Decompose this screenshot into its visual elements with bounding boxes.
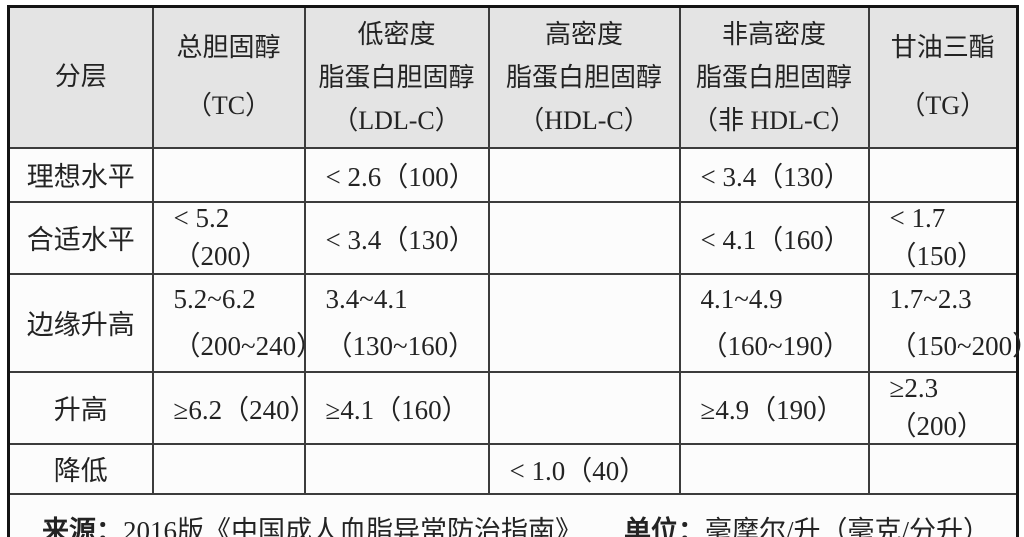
row-label: 理想水平	[7, 146, 154, 203]
cell-ideal-tc	[151, 146, 306, 203]
range-value-mg: （150~200）	[889, 330, 1024, 361]
header-cell-hdl: 高密度 脂蛋白胆固醇 （HDL-C）	[487, 5, 681, 149]
range-value-mg: （130~160）	[325, 330, 476, 361]
header-abbrev: （LDL-C）	[332, 105, 461, 135]
header-abbrev: （HDL-C）	[518, 105, 650, 135]
cell-elevated-hdl	[487, 370, 681, 445]
cell-elevated-tg: ≥2.3（200）	[867, 370, 1019, 445]
unit-text: 毫摩尔/升（毫克/分升）	[705, 516, 991, 537]
cell-decreased-tg	[867, 442, 1019, 495]
table-row-elevated: 升高 ≥6.2（240） ≥4.1（160） ≥4.9（190） ≥2.3（20…	[7, 370, 1019, 445]
header-label: 脂蛋白胆固醇	[505, 62, 662, 92]
table-row-decreased: 降低 < 1.0（40）	[7, 442, 1019, 495]
cell-suitable-tc: < 5.2（200）	[151, 200, 306, 275]
cell-ideal-hdl	[487, 146, 681, 203]
cell-suitable-hdl	[487, 200, 681, 275]
cell-borderline-ldl: 3.4~4.1 （130~160）	[303, 272, 490, 373]
lipid-stratification-table: 分层 总胆固醇 （TC） 低密度 脂蛋白胆固醇 （LDL-C） 高密度 脂蛋白胆…	[7, 5, 1024, 537]
cell-borderline-tg: 1.7~2.3 （150~200）	[867, 272, 1024, 373]
header-label: 脂蛋白胆固醇	[695, 62, 852, 92]
range-value-mg: （200~240）	[173, 330, 324, 361]
range-value: 5.2~6.2	[173, 283, 256, 314]
row-label: 降低	[7, 442, 154, 495]
range-value: 3.4~4.1	[325, 283, 408, 314]
unit-label: 单位：	[624, 516, 705, 537]
header-label: 甘油三酯	[890, 33, 995, 63]
table-footer-row: 来源：2016版《中国成人血脂异常防治指南》 单位：毫摩尔/升（毫克/分升）	[7, 492, 1019, 537]
cell-elevated-ldl: ≥4.1（160）	[303, 370, 490, 445]
cell-suitable-tg: < 1.7（150）	[867, 200, 1019, 275]
header-label: 分层	[54, 62, 107, 92]
cell-borderline-nonhdl: 4.1~4.9 （160~190）	[678, 272, 870, 373]
header-label: 高密度	[544, 19, 623, 49]
range-value-mg: （160~190）	[700, 330, 851, 361]
header-label: 总胆固醇	[176, 33, 281, 63]
row-label: 边缘升高	[7, 272, 154, 373]
header-label: 低密度	[357, 19, 436, 49]
cell-decreased-nonhdl	[678, 442, 870, 495]
header-label: 非高密度	[721, 19, 826, 49]
table-row-borderline: 边缘升高 5.2~6.2 （200~240） 3.4~4.1 （130~160）…	[7, 272, 1024, 373]
cell-ideal-ldl: < 2.6（100）	[303, 146, 490, 203]
table-row-ideal: 理想水平 < 2.6（100） < 3.4（130）	[7, 146, 1019, 203]
cell-decreased-tc	[151, 442, 306, 495]
header-cell-stratification: 分层	[7, 5, 154, 149]
row-label: 升高	[7, 370, 154, 445]
header-cell-nonhdl: 非高密度 脂蛋白胆固醇 （非 HDL-C）	[678, 5, 870, 149]
source-label: 来源：	[42, 516, 123, 537]
header-cell-ldl: 低密度 脂蛋白胆固醇 （LDL-C）	[303, 5, 490, 149]
range-value: 4.1~4.9	[700, 283, 783, 314]
header-label: 脂蛋白胆固醇	[318, 62, 475, 92]
header-abbrev: （非 HDL-C）	[692, 105, 856, 135]
cell-borderline-tc: 5.2~6.2 （200~240）	[151, 272, 324, 373]
cell-suitable-nonhdl: < 4.1（160）	[678, 200, 870, 275]
cell-elevated-nonhdl: ≥4.9（190）	[678, 370, 870, 445]
source-text: 2016版《中国成人血脂异常防治指南》	[123, 516, 582, 537]
cell-suitable-ldl: < 3.4（130）	[303, 200, 490, 275]
cell-ideal-nonhdl: < 3.4（130）	[678, 146, 870, 203]
header-abbrev: （TC）	[185, 91, 272, 121]
header-cell-tg: 甘油三酯 （TG）	[867, 5, 1019, 149]
table-row-suitable: 合适水平 < 5.2（200） < 3.4（130） < 4.1（160） < …	[7, 200, 1019, 275]
cell-borderline-hdl	[487, 272, 681, 373]
cell-decreased-hdl: < 1.0（40）	[487, 442, 681, 495]
cell-decreased-ldl	[303, 442, 490, 495]
row-label: 合适水平	[7, 200, 154, 275]
cell-ideal-tg	[867, 146, 1019, 203]
table-header-row: 分层 总胆固醇 （TC） 低密度 脂蛋白胆固醇 （LDL-C） 高密度 脂蛋白胆…	[7, 5, 1019, 149]
range-value: 1.7~2.3	[889, 283, 972, 314]
cell-elevated-tc: ≥6.2（240）	[151, 370, 317, 445]
header-cell-tc: 总胆固醇 （TC）	[151, 5, 306, 149]
header-abbrev: （TG）	[899, 91, 987, 121]
footer-cell: 来源：2016版《中国成人血脂异常防治指南》 单位：毫摩尔/升（毫克/分升）	[7, 492, 1019, 537]
